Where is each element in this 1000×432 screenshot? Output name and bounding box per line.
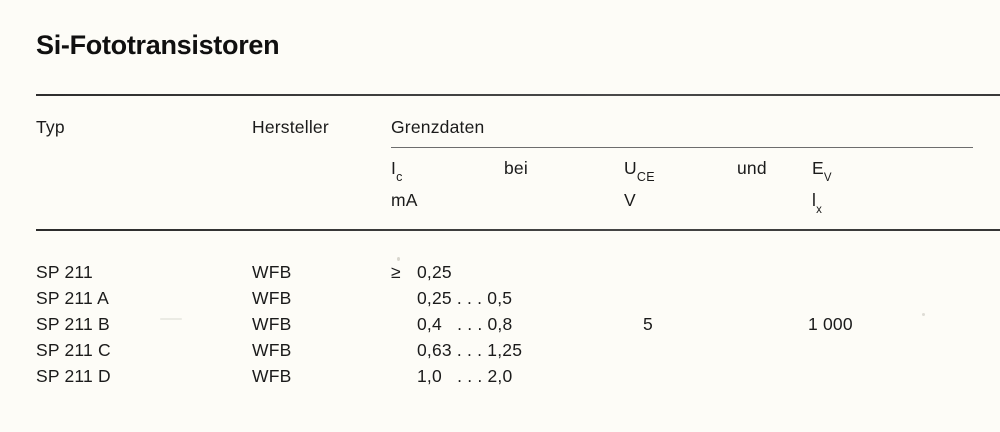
table-row: SP 211 A WFB 0,25 . . . 0,5 (0, 288, 1000, 314)
subheader-collector-current: Ic (391, 158, 403, 183)
header-bottom-rule (36, 229, 1000, 231)
subheader-und: und (737, 158, 767, 178)
subheader-illuminance: EV (812, 158, 832, 183)
cell-ic-value: 0,25 (417, 262, 452, 282)
cell-collector-current: 0,25 . . . 0,5 (391, 288, 561, 309)
grenzdaten-sub-rule (391, 147, 973, 149)
scan-artifact (160, 318, 182, 320)
cell-ic-value: 0,4 . . . 0,8 (417, 314, 513, 334)
cell-typ: SP 211 A (36, 288, 109, 308)
table-row: SP 211 D WFB 1,0 . . . 2,0 (0, 366, 1000, 392)
lux-symbol: l (812, 190, 817, 210)
cell-hersteller: WFB (252, 340, 292, 360)
lux-subscript: x (816, 203, 823, 216)
cell-typ: SP 211 (36, 262, 93, 282)
ic-symbol: I (391, 158, 397, 178)
cell-ic-value: 0,25 . . . 0,5 (417, 288, 513, 308)
column-header-typ: Typ (36, 117, 65, 137)
cell-hersteller: WFB (252, 366, 292, 386)
cell-uce: 5 (643, 314, 653, 334)
cell-collector-current: ≥0,25 (391, 262, 561, 283)
column-header-hersteller: Hersteller (252, 117, 329, 137)
greater-equal-icon: ≥ (391, 262, 401, 282)
cell-ic-value: 0,63 . . . 1,25 (417, 340, 523, 360)
table-body: SP 211 WFB ≥0,25 SP 211 A WFB 0,25 . . .… (0, 262, 1000, 392)
cell-hersteller: WFB (252, 288, 292, 308)
subheader-uce: UCE (624, 158, 655, 183)
subheader-ev-unit: lx (812, 190, 822, 215)
ev-subscript: V (823, 171, 832, 184)
cell-ev: 1 000 (808, 314, 853, 334)
cell-hersteller: WFB (252, 314, 292, 334)
page-title: Si-Fototransistoren (36, 30, 280, 60)
cell-ic-value: 1,0 . . . 2,0 (417, 366, 513, 386)
table-row: SP 211 B WFB 0,4 . . . 0,8 5 1 000 (0, 314, 1000, 340)
scan-artifact (922, 313, 925, 316)
column-header-grenzdaten: Grenzdaten (391, 117, 485, 137)
cell-typ: SP 211 B (36, 314, 110, 334)
cell-collector-current: 1,0 . . . 2,0 (391, 366, 561, 387)
cell-collector-current: 0,4 . . . 0,8 (391, 314, 561, 335)
ev-symbol: E (812, 158, 824, 178)
subheader-bei: bei (504, 158, 528, 178)
table-row: SP 211 WFB ≥0,25 (0, 262, 1000, 288)
subheader-ic-unit: mA (391, 190, 418, 210)
cell-typ: SP 211 D (36, 366, 111, 386)
cell-hersteller: WFB (252, 262, 292, 282)
subheader-uce-unit: V (624, 190, 636, 210)
table-row: SP 211 C WFB 0,63 . . . 1,25 (0, 340, 1000, 366)
table-top-rule (36, 94, 1000, 96)
ic-subscript: c (396, 169, 403, 184)
uce-symbol: U (624, 158, 637, 178)
scan-artifact (397, 257, 400, 261)
cell-collector-current: 0,63 . . . 1,25 (391, 340, 561, 361)
cell-typ: SP 211 C (36, 340, 111, 360)
uce-subscript: CE (636, 169, 656, 184)
